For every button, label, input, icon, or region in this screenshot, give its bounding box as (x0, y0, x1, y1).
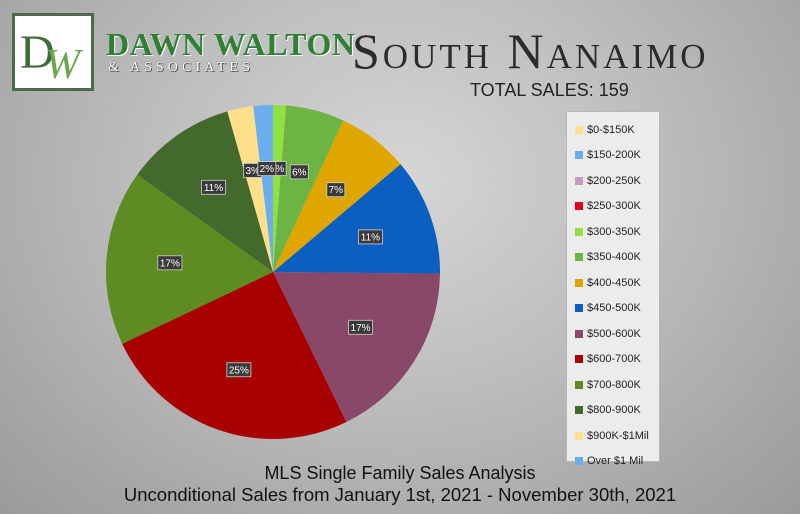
legend-item-11: $800-900K (567, 398, 659, 424)
svg-text:11%: 11% (204, 183, 223, 194)
legend-swatch (575, 202, 583, 211)
pie-slice-13 (253, 105, 273, 272)
legend-swatch (575, 355, 583, 364)
svg-text:17%: 17% (160, 258, 180, 269)
pie-label-10: 17% (157, 255, 183, 271)
brand-name: DAWN WALTON (106, 26, 356, 62)
legend-label: $150-200K (587, 149, 641, 162)
pie-label-7: 11% (358, 229, 383, 245)
legend-swatch (575, 125, 583, 134)
legend-label: $0-$150K (587, 123, 635, 136)
pie-slice-8 (273, 272, 440, 423)
svg-text:1%: 1% (270, 164, 285, 175)
legend-item-3: $250-300K (567, 194, 659, 220)
pie-labels: 1% 6% 7% 11% 17% 25% 17% 11% 3% 2% (157, 161, 383, 378)
legend-item-8: $500-600K (567, 321, 659, 347)
footer-line-2: Unconditional Sales from January 1st, 20… (123, 484, 677, 505)
legend-label: $500-600K (587, 327, 641, 340)
legend-swatch (575, 457, 583, 466)
legend-item-5: $350-400K (567, 245, 659, 271)
legend-swatch (575, 380, 583, 389)
legend-item-12: $900K-$1Mil (567, 423, 659, 449)
footer-line-1: MLS Single Family Sales Analysis (264, 463, 536, 483)
pie-label-5: 6% (289, 164, 309, 180)
brand-subtitle: & ASSOCIATES (108, 60, 255, 75)
svg-text:2%: 2% (260, 164, 275, 175)
pie-label-8: 17% (348, 319, 373, 335)
legend-label: $250-300K (587, 200, 641, 213)
legend-label: $450-500K (587, 302, 641, 315)
legend-item-7: $450-500K (567, 296, 659, 322)
legend-item-1: $150-200K (567, 143, 659, 169)
legend-swatch (575, 329, 583, 338)
svg-text:11%: 11% (361, 232, 380, 243)
legend-label: $700-800K (587, 378, 641, 391)
pie-label-13: 2% (257, 161, 277, 177)
logo-icon: D W (12, 13, 94, 91)
pie-label-11: 11% (201, 179, 226, 195)
pie-slice-4 (273, 105, 287, 272)
legend-label: $400-450K (587, 276, 641, 289)
legend-swatch (575, 406, 583, 415)
pie-slice-5 (273, 105, 344, 272)
legend-label: $300-350K (587, 225, 641, 238)
pie-slice-12 (227, 106, 273, 273)
svg-text:7%: 7% (329, 185, 344, 196)
pie-slice-9 (122, 272, 347, 439)
legend-swatch (575, 227, 583, 236)
legend-swatch (575, 253, 583, 262)
pie-slice-7 (273, 164, 440, 274)
svg-text:6%: 6% (292, 167, 307, 178)
logo-letter-w: W (45, 42, 84, 88)
pie-label-6: 7% (326, 182, 346, 198)
pie-label-9: 25% (226, 362, 252, 378)
legend-label: $900K-$1Mil (587, 429, 649, 442)
pie-slices (106, 105, 440, 439)
pie-slice-10 (106, 174, 273, 344)
legend-item-0: $0-$150K (567, 117, 659, 143)
legend-swatch (575, 304, 583, 313)
legend-label: $200-250K (587, 174, 641, 187)
legend-label: $350-400K (587, 251, 641, 264)
legend-item-2: $200-250K (567, 168, 659, 194)
legend-item-4: $300-350K (567, 219, 659, 245)
legend-item-13: Over $1 Mil (567, 449, 659, 475)
chart-legend: $0-$150K $150-200K $200-250K $250-300K $300-… (566, 111, 660, 467)
legend-swatch (575, 151, 583, 160)
legend-swatch (575, 431, 583, 440)
svg-text:3%: 3% (245, 166, 260, 177)
legend-item-6: $400-450K (567, 270, 659, 296)
legend-label: $600-700K (587, 353, 641, 366)
legend-swatch (575, 176, 583, 185)
legend-label: Over $1 Mil (587, 455, 644, 468)
svg-text:17%: 17% (351, 323, 371, 334)
legend-label: $800-900K (587, 404, 641, 417)
logo-letter-d: D (20, 26, 55, 79)
total-sales: TOTAL SALES: 159 (470, 80, 629, 100)
legend-swatch (575, 278, 583, 287)
legend-item-10: $700-800K (567, 372, 659, 398)
page-title: South Nanaimo (352, 23, 709, 79)
legend-item-9: $600-700K (567, 347, 659, 373)
svg-text:25%: 25% (229, 365, 249, 376)
